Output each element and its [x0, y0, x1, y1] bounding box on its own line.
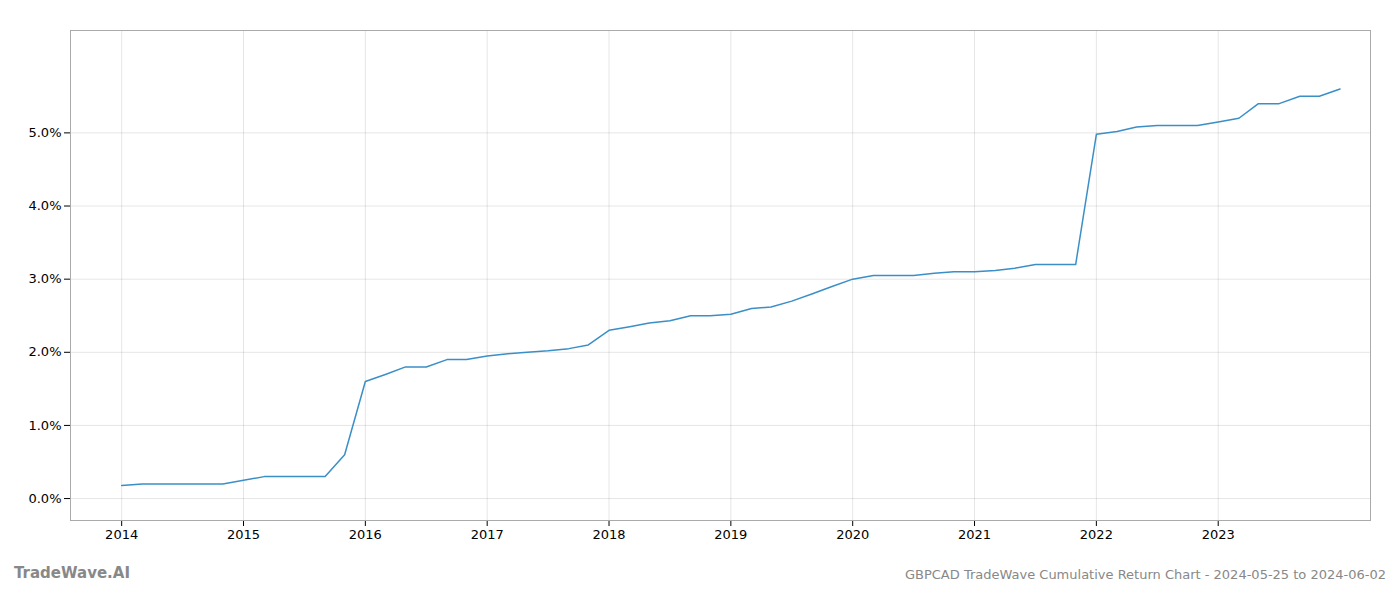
html-text:GBPCAD TradeWave Cumulative Re: GBPCAD TradeWave Cumulative Return Chart… [905, 567, 1386, 582]
html-text:TradeWave.AI: TradeWave.AI [14, 564, 130, 582]
svg-text:2016: 2016 [349, 527, 382, 542]
svg-text:2015: 2015 [227, 527, 260, 542]
svg-text:2019: 2019 [714, 527, 747, 542]
svg-text:2014: 2014 [105, 527, 138, 542]
svg-text:0.0%: 0.0% [28, 491, 61, 506]
svg-text:2021: 2021 [958, 527, 991, 542]
svg-text:2018: 2018 [592, 527, 625, 542]
svg-text:3.0%: 3.0% [28, 271, 61, 286]
svg-text:4.0%: 4.0% [28, 198, 61, 213]
svg-text:5.0%: 5.0% [28, 125, 61, 140]
svg-text:2023: 2023 [1202, 527, 1235, 542]
svg-text:2.0%: 2.0% [28, 344, 61, 359]
svg-text:2020: 2020 [836, 527, 869, 542]
svg-text:2017: 2017 [471, 527, 504, 542]
svg-text:2022: 2022 [1080, 527, 1113, 542]
svg-text:1.0%: 1.0% [28, 418, 61, 433]
